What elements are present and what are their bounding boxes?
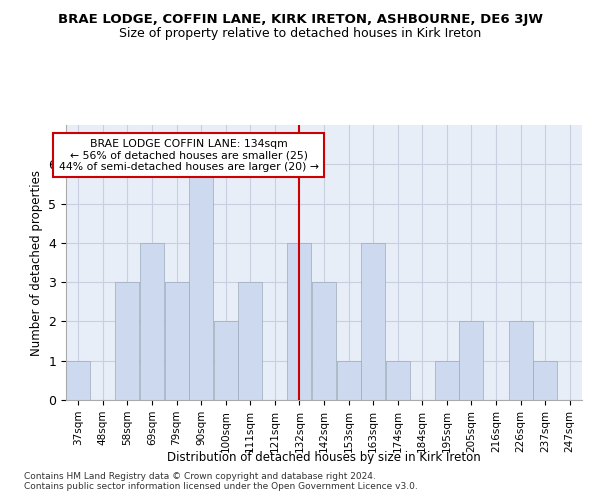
Text: Contains public sector information licensed under the Open Government Licence v3: Contains public sector information licen… bbox=[24, 482, 418, 491]
Bar bbox=[460, 322, 484, 400]
Bar bbox=[386, 360, 410, 400]
Bar bbox=[189, 164, 213, 400]
Bar bbox=[115, 282, 139, 400]
Bar bbox=[66, 360, 91, 400]
Y-axis label: Number of detached properties: Number of detached properties bbox=[30, 170, 43, 356]
Bar bbox=[312, 282, 336, 400]
Bar bbox=[164, 282, 188, 400]
Bar bbox=[509, 322, 533, 400]
Bar bbox=[435, 360, 459, 400]
Bar bbox=[337, 360, 361, 400]
Text: BRAE LODGE COFFIN LANE: 134sqm
← 56% of detached houses are smaller (25)
44% of : BRAE LODGE COFFIN LANE: 134sqm ← 56% of … bbox=[59, 138, 319, 172]
Text: Size of property relative to detached houses in Kirk Ireton: Size of property relative to detached ho… bbox=[119, 28, 481, 40]
Bar bbox=[214, 322, 238, 400]
Bar bbox=[287, 243, 311, 400]
Text: Distribution of detached houses by size in Kirk Ireton: Distribution of detached houses by size … bbox=[167, 451, 481, 464]
Text: BRAE LODGE, COFFIN LANE, KIRK IRETON, ASHBOURNE, DE6 3JW: BRAE LODGE, COFFIN LANE, KIRK IRETON, AS… bbox=[58, 12, 542, 26]
Bar bbox=[238, 282, 262, 400]
Bar bbox=[140, 243, 164, 400]
Bar bbox=[533, 360, 557, 400]
Text: Contains HM Land Registry data © Crown copyright and database right 2024.: Contains HM Land Registry data © Crown c… bbox=[24, 472, 376, 481]
Bar bbox=[361, 243, 385, 400]
